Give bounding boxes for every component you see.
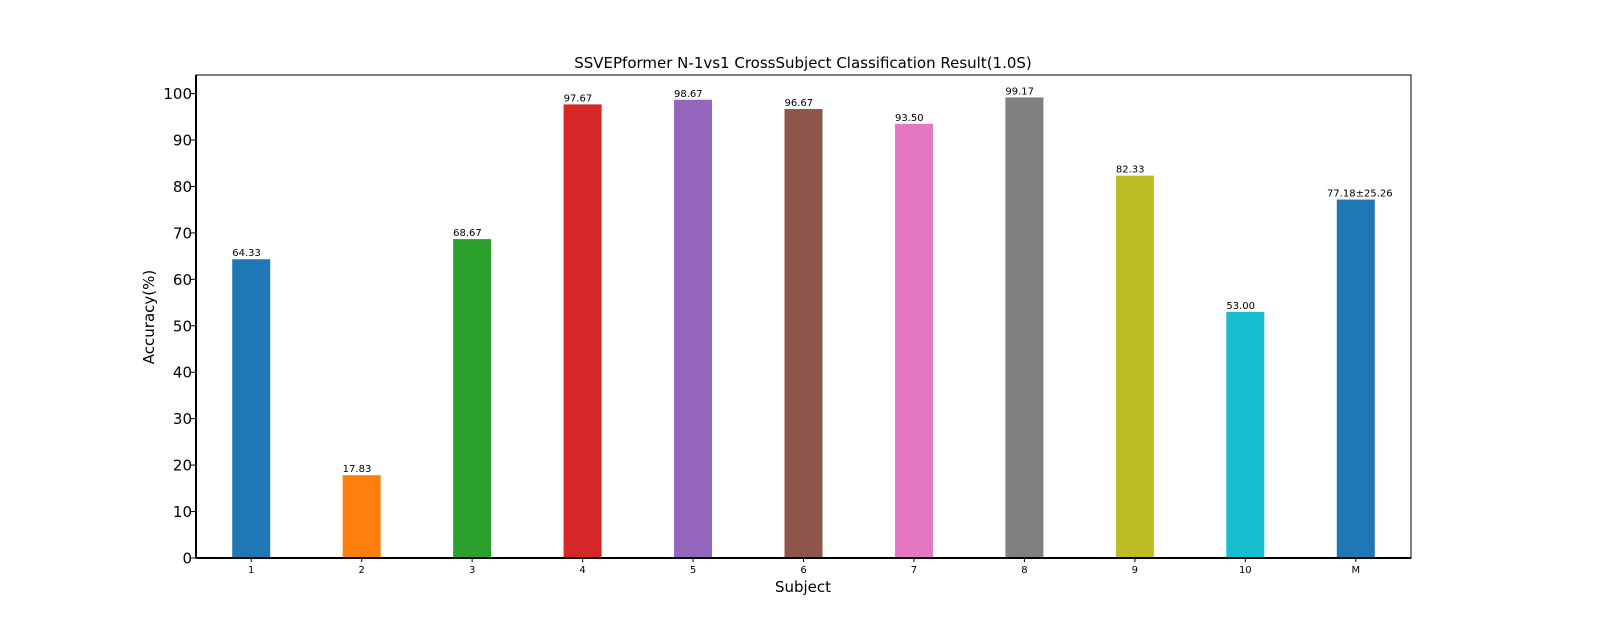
y-tick-label-70: 70 [173,224,192,242]
data-label-8: 99.17 [1005,86,1034,97]
y-tick-label-60: 60 [173,271,192,289]
bar-2 [342,475,381,558]
bar-1 [232,259,271,558]
data-label-7: 93.50 [895,113,924,124]
x-tick-label-5: 5 [690,565,696,576]
bar-5 [674,99,713,558]
x-tick-label-6: 6 [800,565,806,576]
data-label-9: 82.33 [1116,165,1145,176]
data-label-1: 64.33 [232,248,261,259]
data-label-4: 97.67 [564,93,593,104]
data-label-M: 77.18±25.26 [1327,189,1393,200]
bar-7 [894,123,933,559]
y-tick-label-90: 90 [173,132,192,150]
data-label-3: 68.67 [453,228,482,239]
plot-area: 64.33 17.83 68.67 97.67 98.67 96.67 93.50 99.17… [232,86,1393,559]
y-tick-label-40: 40 [173,364,192,382]
y-tick-label-20: 20 [173,457,192,475]
y-tick-label-10: 10 [173,503,192,521]
x-tick-label-1: 1 [248,565,254,576]
data-label-6: 96.67 [785,98,814,109]
x-tick-label-10: 10 [1239,565,1252,576]
bar-10 [1226,311,1265,558]
x-axis-title: Subject [775,578,831,596]
bar-M [1336,199,1375,558]
bar-3 [453,239,492,558]
bar-9 [1115,175,1154,558]
x-tick-label-M: M [1351,565,1360,576]
data-label-10: 53.00 [1226,301,1255,312]
x-tick-label-7: 7 [911,565,917,576]
chart-title: SSVEPformer N-1vs1 CrossSubject Classifi… [574,54,1032,72]
y-tick-label-100: 100 [163,85,192,103]
x-tick-label-9: 9 [1132,565,1138,576]
bar-4 [563,104,602,558]
y-tick-label-0: 0 [182,550,192,568]
y-axis-title: Accuracy(%) [140,270,158,364]
x-tick-label-2: 2 [358,565,364,576]
y-tick-label-50: 50 [173,317,192,335]
data-label-2: 17.83 [343,464,372,475]
x-tick-label-4: 4 [579,565,585,576]
y-tick-label-80: 80 [173,178,192,196]
y-axis: 0 10 20 30 40 50 60 70 80 90 100 [163,85,196,568]
x-axis: 1 2 3 4 5 6 7 8 9 10 M [248,558,1360,576]
y-tick-label-30: 30 [173,410,192,428]
x-tick-label-8: 8 [1021,565,1027,576]
bar-8 [1005,97,1044,558]
bar-6 [784,109,823,559]
data-label-5: 98.67 [674,89,703,100]
x-tick-label-3: 3 [469,565,475,576]
